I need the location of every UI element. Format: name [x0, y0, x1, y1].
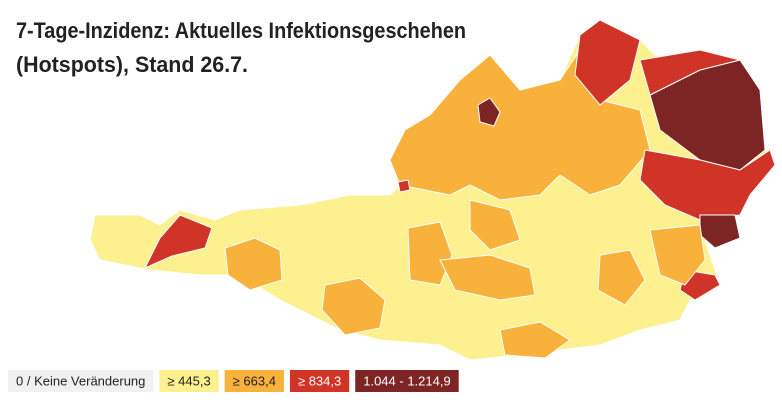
- legend-swatch: [8, 370, 154, 392]
- district-region: [397, 179, 411, 193]
- legend-swatch: [224, 370, 284, 392]
- district-region: [224, 237, 283, 291]
- district-region: [469, 199, 521, 251]
- district-region: [649, 224, 706, 286]
- legend-label: ≥ 663,4: [233, 373, 276, 388]
- district-region: [144, 214, 213, 269]
- legend-swatch: [289, 370, 350, 392]
- legend-swatch: [159, 370, 219, 392]
- legend-label: 1.044 - 1.214,9: [363, 373, 450, 388]
- district-region: [321, 277, 386, 336]
- district-region: [439, 254, 536, 301]
- legend-label: 0 / Keine Veränderung: [16, 373, 145, 388]
- legend-label: ≥ 445,3: [167, 373, 210, 388]
- district-region: [477, 97, 501, 127]
- title-line: 7-Tage-Inzidenz: Aktuelles Infektionsges…: [16, 18, 466, 43]
- district-region: [597, 249, 646, 306]
- legend-item: 1.044 - 1.214,9: [355, 370, 459, 392]
- legend-item: ≥ 834,3: [289, 370, 350, 392]
- legend-label: ≥ 834,3: [298, 373, 341, 388]
- district-region: [639, 149, 776, 221]
- district-region: [639, 49, 741, 96]
- legend-item: 0 / Keine Veränderung: [8, 370, 154, 392]
- title-line: (Hotspots), Stand 26.7.: [16, 52, 248, 77]
- legend-item: ≥ 445,3: [159, 370, 219, 392]
- district-region: [574, 19, 641, 106]
- legend: 0 / Keine Veränderung ≥ 445,3 ≥ 663,4 ≥ 834…: [8, 370, 459, 392]
- legend-swatch: [355, 370, 459, 392]
- legend-item: ≥ 663,4: [224, 370, 284, 392]
- austria-map: [89, 19, 776, 361]
- district-region: [499, 321, 571, 359]
